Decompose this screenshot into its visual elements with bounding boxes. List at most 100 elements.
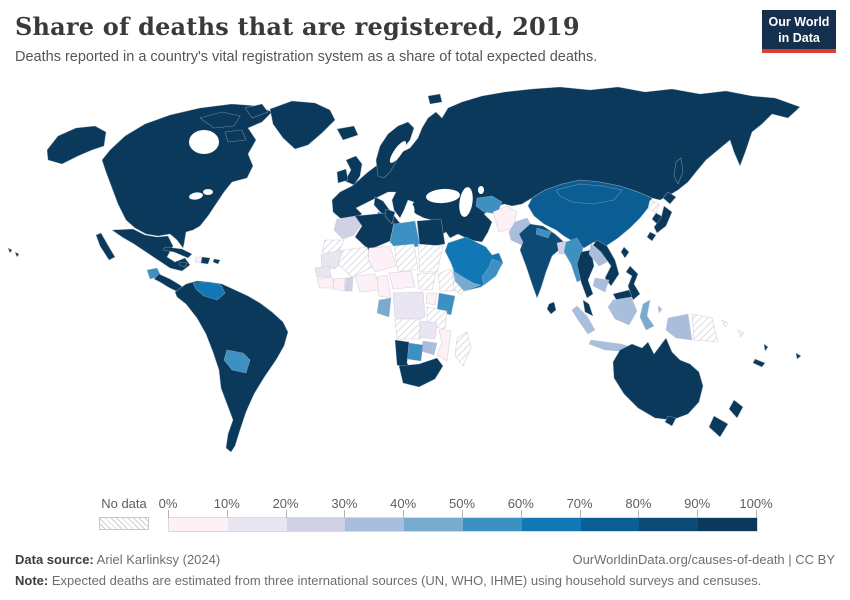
- map-region-nepal[interactable]: [535, 227, 552, 239]
- map-region-greenland[interactable]: [269, 100, 336, 150]
- legend-bin-10-20[interactable]: [227, 518, 287, 531]
- map-region-ghana[interactable]: [344, 276, 354, 292]
- map-region-japan-honshu[interactable]: [653, 205, 673, 234]
- map-region-japan-hokkaido[interactable]: [662, 191, 677, 205]
- owid-logo-line2: in Data: [778, 30, 820, 45]
- map-region-taiwan[interactable]: [620, 246, 630, 259]
- legend-color-bar: [168, 517, 758, 532]
- map-region-kalimantan[interactable]: [607, 296, 638, 326]
- legend-tick-label-30: 30%: [331, 496, 358, 511]
- sea-baltic: [389, 141, 407, 163]
- map-region-afghanistan[interactable]: [492, 205, 518, 233]
- map-region-philippines[interactable]: [625, 265, 641, 301]
- map-region-hawaii-1[interactable]: [7, 247, 13, 254]
- map-region-india[interactable]: [518, 223, 565, 299]
- legend-bin-40-50[interactable]: [404, 518, 463, 531]
- map-region-cameroon[interactable]: [376, 274, 392, 299]
- map-region-arctic-islands-1[interactable]: [199, 111, 241, 129]
- legend-bin-50-60[interactable]: [462, 518, 522, 531]
- map-region-svalbard[interactable]: [427, 93, 443, 105]
- map-region-yemen[interactable]: [452, 270, 482, 292]
- map-region-vanuatu[interactable]: [763, 343, 769, 352]
- map-region-cambodia[interactable]: [592, 277, 610, 293]
- map-region-madagascar[interactable]: [454, 331, 472, 367]
- map-region-alaska[interactable]: [46, 125, 107, 165]
- sea-aegean: [407, 204, 415, 216]
- map-region-central-african-republic[interactable]: [388, 270, 416, 290]
- legend-bin-20-30[interactable]: [286, 518, 346, 531]
- map-region-sakhalin[interactable]: [673, 157, 684, 185]
- map-region-botswana[interactable]: [406, 342, 424, 362]
- map-region-mongolia[interactable]: [555, 183, 623, 205]
- map-region-mozambique[interactable]: [436, 328, 452, 362]
- map-region-jamaica[interactable]: [178, 261, 188, 268]
- legend-tick-mark-20: [285, 510, 287, 518]
- map-region-arctic-islands-3[interactable]: [224, 129, 247, 143]
- legend-bin-90-100[interactable]: [698, 518, 757, 531]
- map-region-ireland[interactable]: [336, 168, 349, 184]
- legend-no-data-swatch[interactable]: [99, 517, 149, 530]
- map-region-zambia[interactable]: [418, 320, 438, 340]
- map-region-north-america[interactable]: [101, 103, 273, 249]
- map-region-sri-lanka[interactable]: [546, 301, 557, 315]
- map-region-moluccas[interactable]: [657, 305, 663, 314]
- map-region-png-islands[interactable]: [721, 319, 729, 328]
- map-region-arctic-islands-2[interactable]: [244, 103, 269, 119]
- legend-bin-80-90[interactable]: [639, 518, 699, 531]
- map-region-sulawesi[interactable]: [639, 299, 655, 331]
- map-region-south-sudan[interactable]: [416, 272, 437, 291]
- map-region-australia[interactable]: [612, 337, 704, 421]
- map-region-uganda[interactable]: [425, 292, 438, 306]
- legend-tick-label-80: 80%: [625, 496, 652, 511]
- map-region-gabon[interactable]: [376, 297, 392, 318]
- world-map: [0, 80, 850, 495]
- map-region-south-africa[interactable]: [398, 357, 444, 388]
- map-region-sudan[interactable]: [417, 243, 444, 273]
- map-region-zimbabwe[interactable]: [420, 340, 438, 356]
- legend-tick-mark-10: [226, 510, 228, 518]
- map-region-chad[interactable]: [393, 243, 419, 273]
- map-region-iceland[interactable]: [336, 125, 359, 141]
- map-region-new-zealand-south[interactable]: [708, 415, 729, 438]
- legend-bin-70-80[interactable]: [580, 518, 640, 531]
- data-source-label: Data source:: [15, 552, 94, 567]
- map-region-papua-new-guinea[interactable]: [691, 313, 719, 343]
- sea-black-sea: [426, 188, 460, 204]
- legend-bin-0-10[interactable]: [169, 518, 228, 531]
- map-region-sumatra[interactable]: [571, 305, 596, 335]
- map-region-uk[interactable]: [344, 155, 363, 186]
- map-region-fiji[interactable]: [795, 352, 802, 360]
- map-region-kenya[interactable]: [436, 292, 456, 316]
- map-region-japan-kyushu[interactable]: [646, 231, 657, 242]
- map-region-tasmania[interactable]: [664, 415, 677, 427]
- map-region-solomon-islands[interactable]: [737, 329, 745, 338]
- map-region-dominican-republic[interactable]: [200, 256, 211, 265]
- map-region-senegal[interactable]: [314, 265, 332, 278]
- map-region-mexico[interactable]: [111, 228, 191, 272]
- map-region-mali[interactable]: [337, 246, 375, 278]
- map-region-cuba[interactable]: [162, 246, 193, 259]
- map-region-china[interactable]: [527, 179, 653, 249]
- map-region-baja[interactable]: [95, 232, 116, 261]
- map-region-new-caledonia[interactable]: [752, 358, 766, 368]
- map-region-puerto-rico[interactable]: [212, 258, 221, 265]
- map-region-angola[interactable]: [394, 318, 422, 340]
- map-region-eurasia[interactable]: [331, 86, 801, 243]
- map-region-oman[interactable]: [481, 258, 503, 286]
- map-region-egypt[interactable]: [416, 218, 446, 249]
- sea-caspian: [459, 187, 473, 217]
- map-region-ivory-coast[interactable]: [332, 277, 346, 292]
- map-region-venezuela[interactable]: [192, 281, 226, 301]
- map-region-tunisia[interactable]: [384, 208, 396, 225]
- map-region-north-korea[interactable]: [647, 199, 660, 214]
- legend-bin-60-70[interactable]: [521, 518, 581, 531]
- owid-url-link[interactable]: OurWorldinData.org/causes-of-death | CC …: [572, 552, 835, 567]
- map-region-hawaii-2[interactable]: [14, 251, 20, 258]
- legend-bin-30-40[interactable]: [345, 518, 405, 531]
- map-region-malaysia[interactable]: [582, 299, 594, 317]
- map-region-west-papua[interactable]: [665, 313, 693, 341]
- map-region-niger[interactable]: [367, 245, 397, 273]
- map-region-new-zealand-north[interactable]: [728, 399, 744, 419]
- owid-logo[interactable]: Our World in Data: [762, 10, 836, 54]
- map-region-bolivia[interactable]: [223, 349, 251, 374]
